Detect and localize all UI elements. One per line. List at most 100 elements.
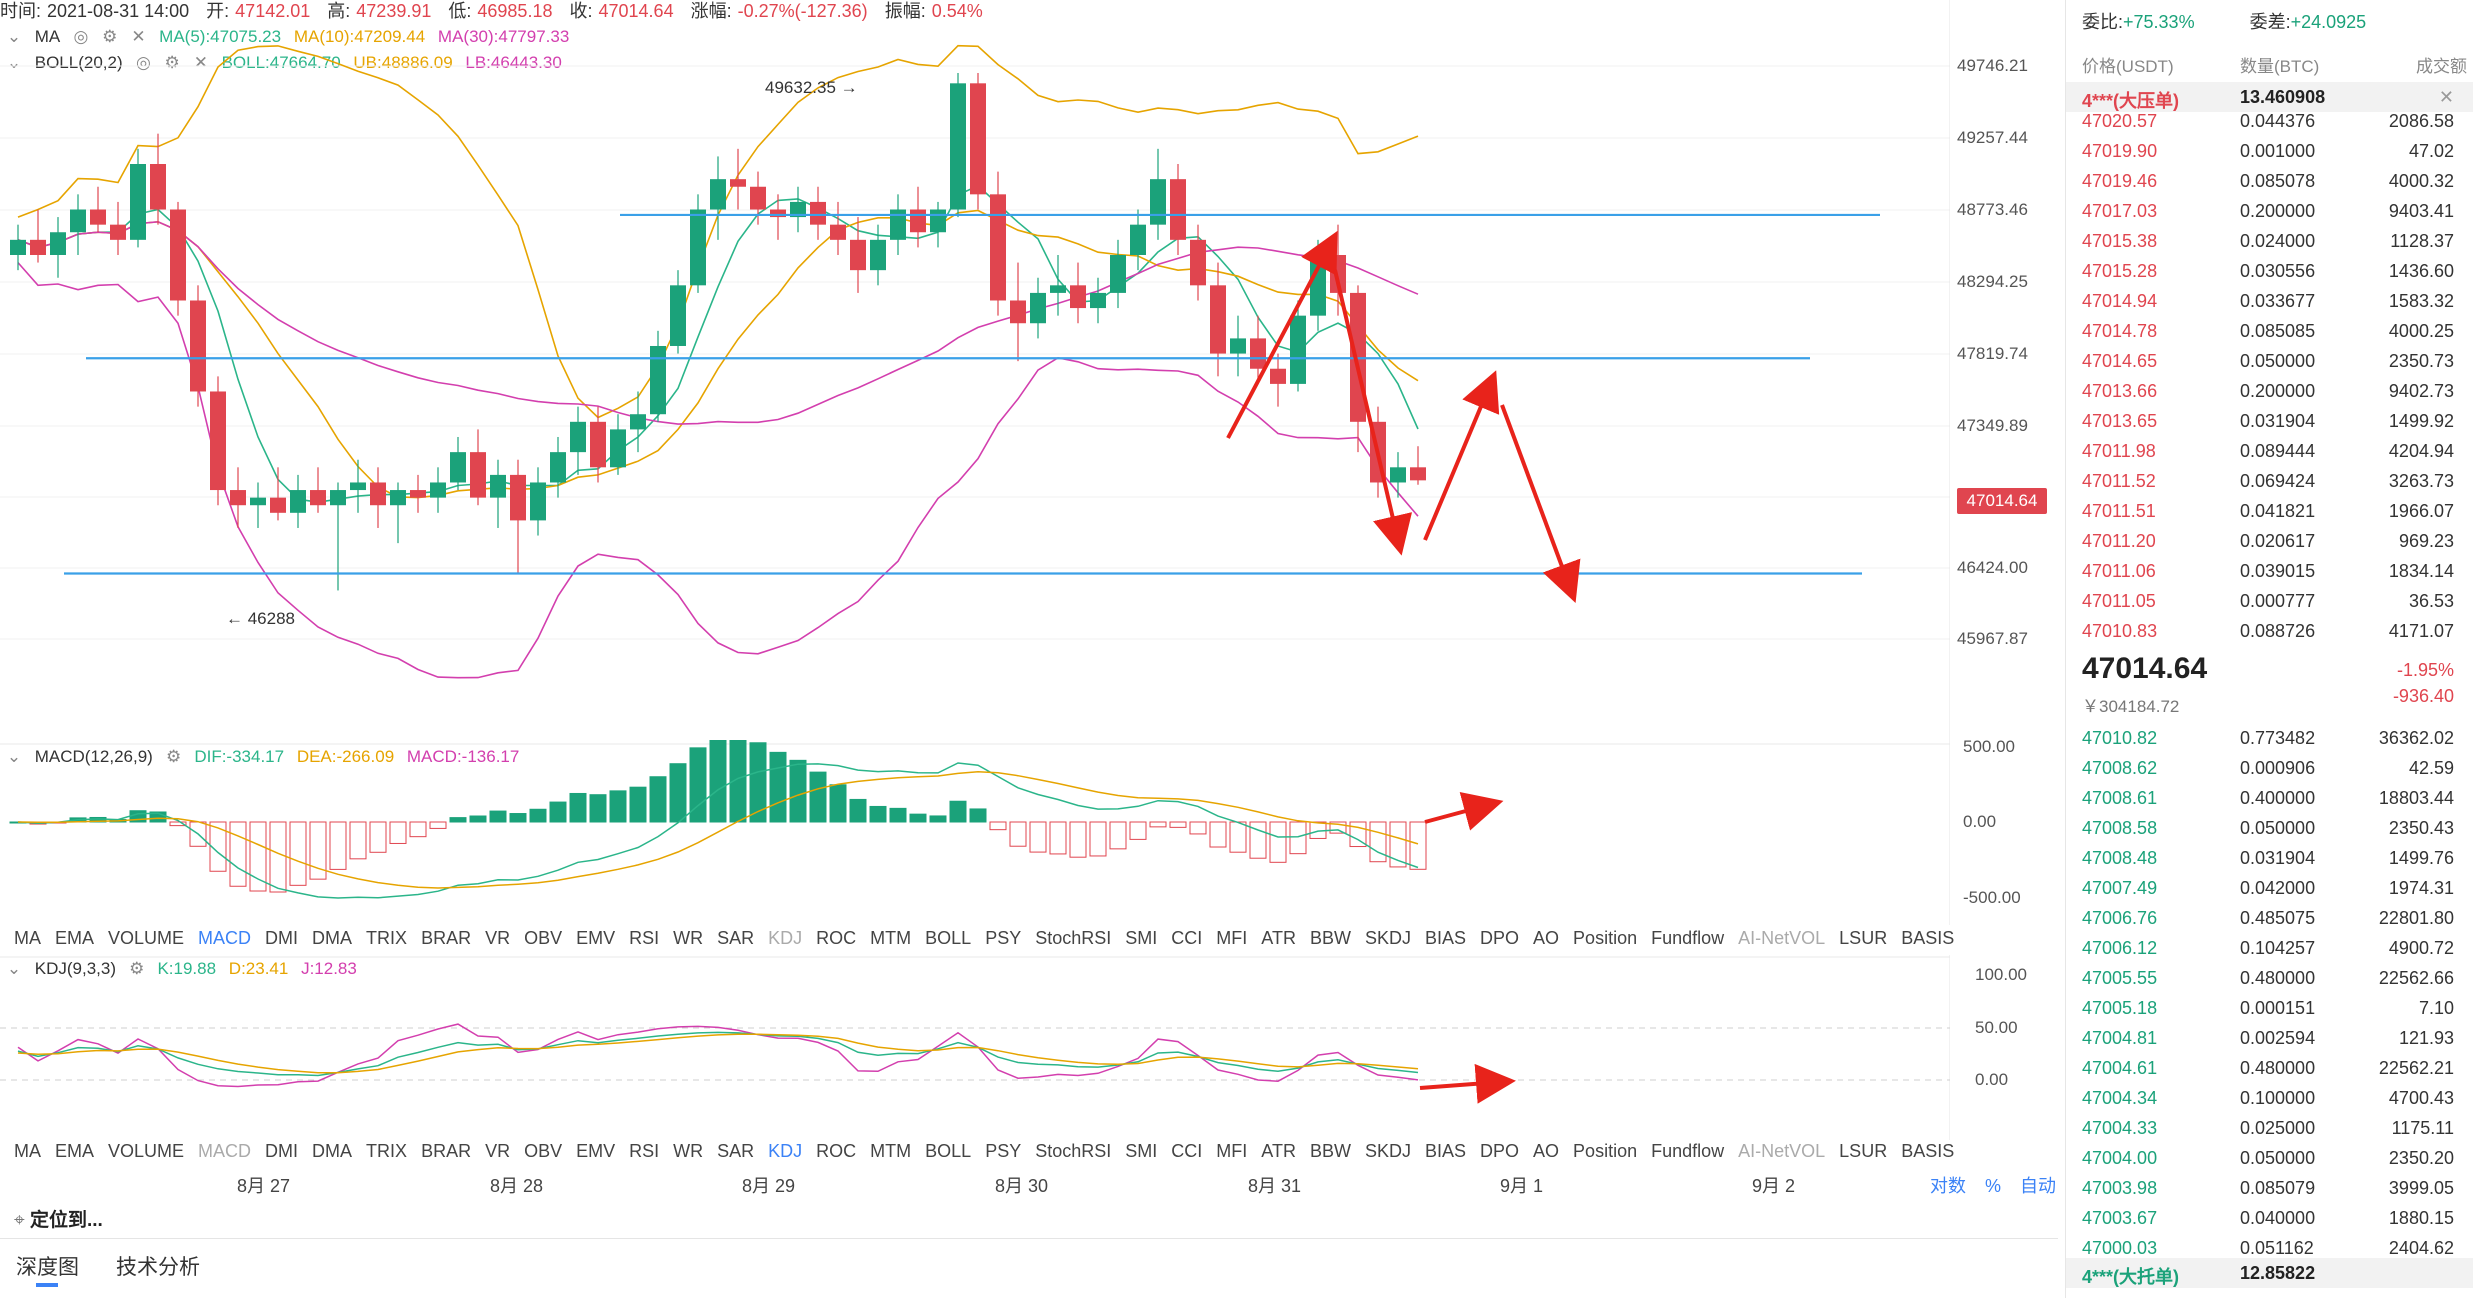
tab-depth-chart[interactable]: 深度图 xyxy=(16,1256,79,1279)
order-book-row[interactable]: 47004.33 0.025000 1175.11 xyxy=(2066,1113,2473,1143)
tab-technical-analysis[interactable]: 技术分析 xyxy=(116,1256,200,1279)
tab-kdj[interactable]: KDJ xyxy=(768,928,803,948)
order-book-row[interactable]: 47010.82 0.773482 36362.02 xyxy=(2066,723,2473,753)
chevron-down-icon[interactable]: ⌄ xyxy=(6,53,22,72)
order-book-row[interactable]: 47011.98 0.089444 4204.94 xyxy=(2066,436,2473,466)
order-book-row[interactable]: 47011.05 0.000777 36.53 xyxy=(2066,586,2473,616)
tab-boll[interactable]: BOLL xyxy=(925,928,972,948)
tab-sar[interactable]: SAR xyxy=(717,1141,755,1161)
buy-wall-row[interactable]: 4***(大托单) 12.85822 xyxy=(2066,1258,2473,1288)
order-book-row[interactable]: 47008.62 0.000906 42.59 xyxy=(2066,753,2473,783)
tab-trix[interactable]: TRIX xyxy=(366,1141,408,1161)
order-book-row[interactable]: 47005.18 0.000151 7.10 xyxy=(2066,993,2473,1023)
percent-scale-button[interactable]: % xyxy=(1985,1176,2002,1196)
close-icon[interactable]: ✕ xyxy=(131,27,146,46)
candlestick-chart[interactable]: 49632.35 → ← 46288 xyxy=(0,0,1950,740)
tab-lsur[interactable]: LSUR xyxy=(1839,928,1888,948)
tab-roc[interactable]: ROC xyxy=(816,1141,857,1161)
order-book-row[interactable]: 47010.83 0.088726 4171.07 xyxy=(2066,616,2473,646)
order-book-row[interactable]: 47006.76 0.485075 22801.80 xyxy=(2066,903,2473,933)
order-book-row[interactable]: 47006.12 0.104257 4900.72 xyxy=(2066,933,2473,963)
order-book-row[interactable]: 47014.94 0.033677 1583.32 xyxy=(2066,286,2473,316)
close-icon[interactable]: ✕ xyxy=(193,53,208,72)
order-book-row[interactable]: 47004.34 0.100000 4700.43 xyxy=(2066,1083,2473,1113)
tab-brar[interactable]: BRAR xyxy=(421,1141,472,1161)
tab-cci[interactable]: CCI xyxy=(1171,1141,1203,1161)
order-book-row[interactable]: 47017.03 0.200000 9403.41 xyxy=(2066,196,2473,226)
tab-atr[interactable]: ATR xyxy=(1261,928,1296,948)
tab-ma[interactable]: MA xyxy=(14,1141,41,1161)
order-book-row[interactable]: 47004.61 0.480000 22562.21 xyxy=(2066,1053,2473,1083)
log-scale-button[interactable]: 对数 xyxy=(1930,1176,1966,1196)
order-book-row[interactable]: 47011.06 0.039015 1834.14 xyxy=(2066,556,2473,586)
tab-emv[interactable]: EMV xyxy=(576,1141,616,1161)
tab-wr[interactable]: WR xyxy=(673,928,704,948)
tab-emv[interactable]: EMV xyxy=(576,928,616,948)
eye-icon[interactable]: ◎ xyxy=(73,27,89,46)
gear-icon[interactable]: ⚙ xyxy=(102,27,118,46)
tab-ema[interactable]: EMA xyxy=(55,1141,95,1161)
tab-mtm[interactable]: MTM xyxy=(870,928,912,948)
tab-dma[interactable]: DMA xyxy=(312,928,353,948)
order-book-row[interactable]: 47000.03 0.051162 2404.62 xyxy=(2066,1233,2473,1263)
tab-bbw[interactable]: BBW xyxy=(1309,928,1351,948)
tab-vr[interactable]: VR xyxy=(485,928,511,948)
gear-icon[interactable]: ⚙ xyxy=(129,959,145,978)
tab-basis[interactable]: BASIS xyxy=(1901,928,1955,948)
gear-icon[interactable]: ⚙ xyxy=(164,53,180,72)
tab-macd[interactable]: MACD xyxy=(198,1141,252,1161)
tab-dmi[interactable]: DMI xyxy=(265,928,299,948)
order-book-row[interactable]: 47003.67 0.040000 1880.15 xyxy=(2066,1203,2473,1233)
order-book-row[interactable]: 47013.65 0.031904 1499.92 xyxy=(2066,406,2473,436)
order-book-row[interactable]: 47011.51 0.041821 1966.07 xyxy=(2066,496,2473,526)
tab-kdj[interactable]: KDJ xyxy=(768,1141,803,1161)
chevron-down-icon[interactable]: ⌄ xyxy=(6,959,22,978)
tab-cci[interactable]: CCI xyxy=(1171,928,1203,948)
tab-basis[interactable]: BASIS xyxy=(1901,1141,1955,1161)
tab-macd[interactable]: MACD xyxy=(198,928,252,948)
tab-vr[interactable]: VR xyxy=(485,1141,511,1161)
macd-chart[interactable] xyxy=(0,740,1950,925)
tab-rsi[interactable]: RSI xyxy=(629,928,660,948)
gear-icon[interactable]: ⚙ xyxy=(165,747,182,766)
order-book-row[interactable]: 47008.61 0.400000 18803.44 xyxy=(2066,783,2473,813)
tab-mtm[interactable]: MTM xyxy=(870,1141,912,1161)
tab-position[interactable]: Position xyxy=(1573,928,1638,948)
chevron-down-icon[interactable]: ⌄ xyxy=(6,747,22,766)
order-book-row[interactable]: 47014.65 0.050000 2350.73 xyxy=(2066,346,2473,376)
tab-atr[interactable]: ATR xyxy=(1261,1141,1296,1161)
tab-obv[interactable]: OBV xyxy=(524,928,563,948)
order-book-row[interactable]: 47005.55 0.480000 22562.66 xyxy=(2066,963,2473,993)
tab-smi[interactable]: SMI xyxy=(1125,928,1158,948)
order-book-row[interactable]: 47019.46 0.085078 4000.32 xyxy=(2066,166,2473,196)
tab-roc[interactable]: ROC xyxy=(816,928,857,948)
order-book-row[interactable]: 47015.38 0.024000 1128.37 xyxy=(2066,226,2473,256)
locate-button[interactable]: ⌖ 定位到... xyxy=(14,1210,103,1231)
tab-obv[interactable]: OBV xyxy=(524,1141,563,1161)
tab-trix[interactable]: TRIX xyxy=(366,928,408,948)
tab-mfi[interactable]: MFI xyxy=(1216,1141,1248,1161)
order-book-row[interactable]: 47008.58 0.050000 2350.43 xyxy=(2066,813,2473,843)
sell-wall-row[interactable]: 4***(大压单) 13.460908 ✕ xyxy=(2066,82,2473,112)
tab-brar[interactable]: BRAR xyxy=(421,928,472,948)
order-book-row[interactable]: 47004.81 0.002594 121.93 xyxy=(2066,1023,2473,1053)
tab-ema[interactable]: EMA xyxy=(55,928,95,948)
tab-stochrsi[interactable]: StochRSI xyxy=(1035,928,1112,948)
tab-mfi[interactable]: MFI xyxy=(1216,928,1248,948)
tab-dpo[interactable]: DPO xyxy=(1480,928,1520,948)
tab-wr[interactable]: WR xyxy=(673,1141,704,1161)
tab-lsur[interactable]: LSUR xyxy=(1839,1141,1888,1161)
tab-rsi[interactable]: RSI xyxy=(629,1141,660,1161)
tab-volume[interactable]: VOLUME xyxy=(108,1141,185,1161)
tab-position[interactable]: Position xyxy=(1573,1141,1638,1161)
tab-skdj[interactable]: SKDJ xyxy=(1364,1141,1411,1161)
order-book-row[interactable]: 47015.28 0.030556 1436.60 xyxy=(2066,256,2473,286)
tab-ai-netvol[interactable]: AI-NetVOL xyxy=(1738,1141,1826,1161)
tab-fundflow[interactable]: Fundflow xyxy=(1651,1141,1725,1161)
order-book-row[interactable]: 47008.48 0.031904 1499.76 xyxy=(2066,843,2473,873)
tab-ai-netvol[interactable]: AI-NetVOL xyxy=(1738,928,1826,948)
tab-ao[interactable]: AO xyxy=(1533,1141,1560,1161)
tab-psy[interactable]: PSY xyxy=(985,1141,1022,1161)
tab-volume[interactable]: VOLUME xyxy=(108,928,185,948)
tab-stochrsi[interactable]: StochRSI xyxy=(1035,1141,1112,1161)
